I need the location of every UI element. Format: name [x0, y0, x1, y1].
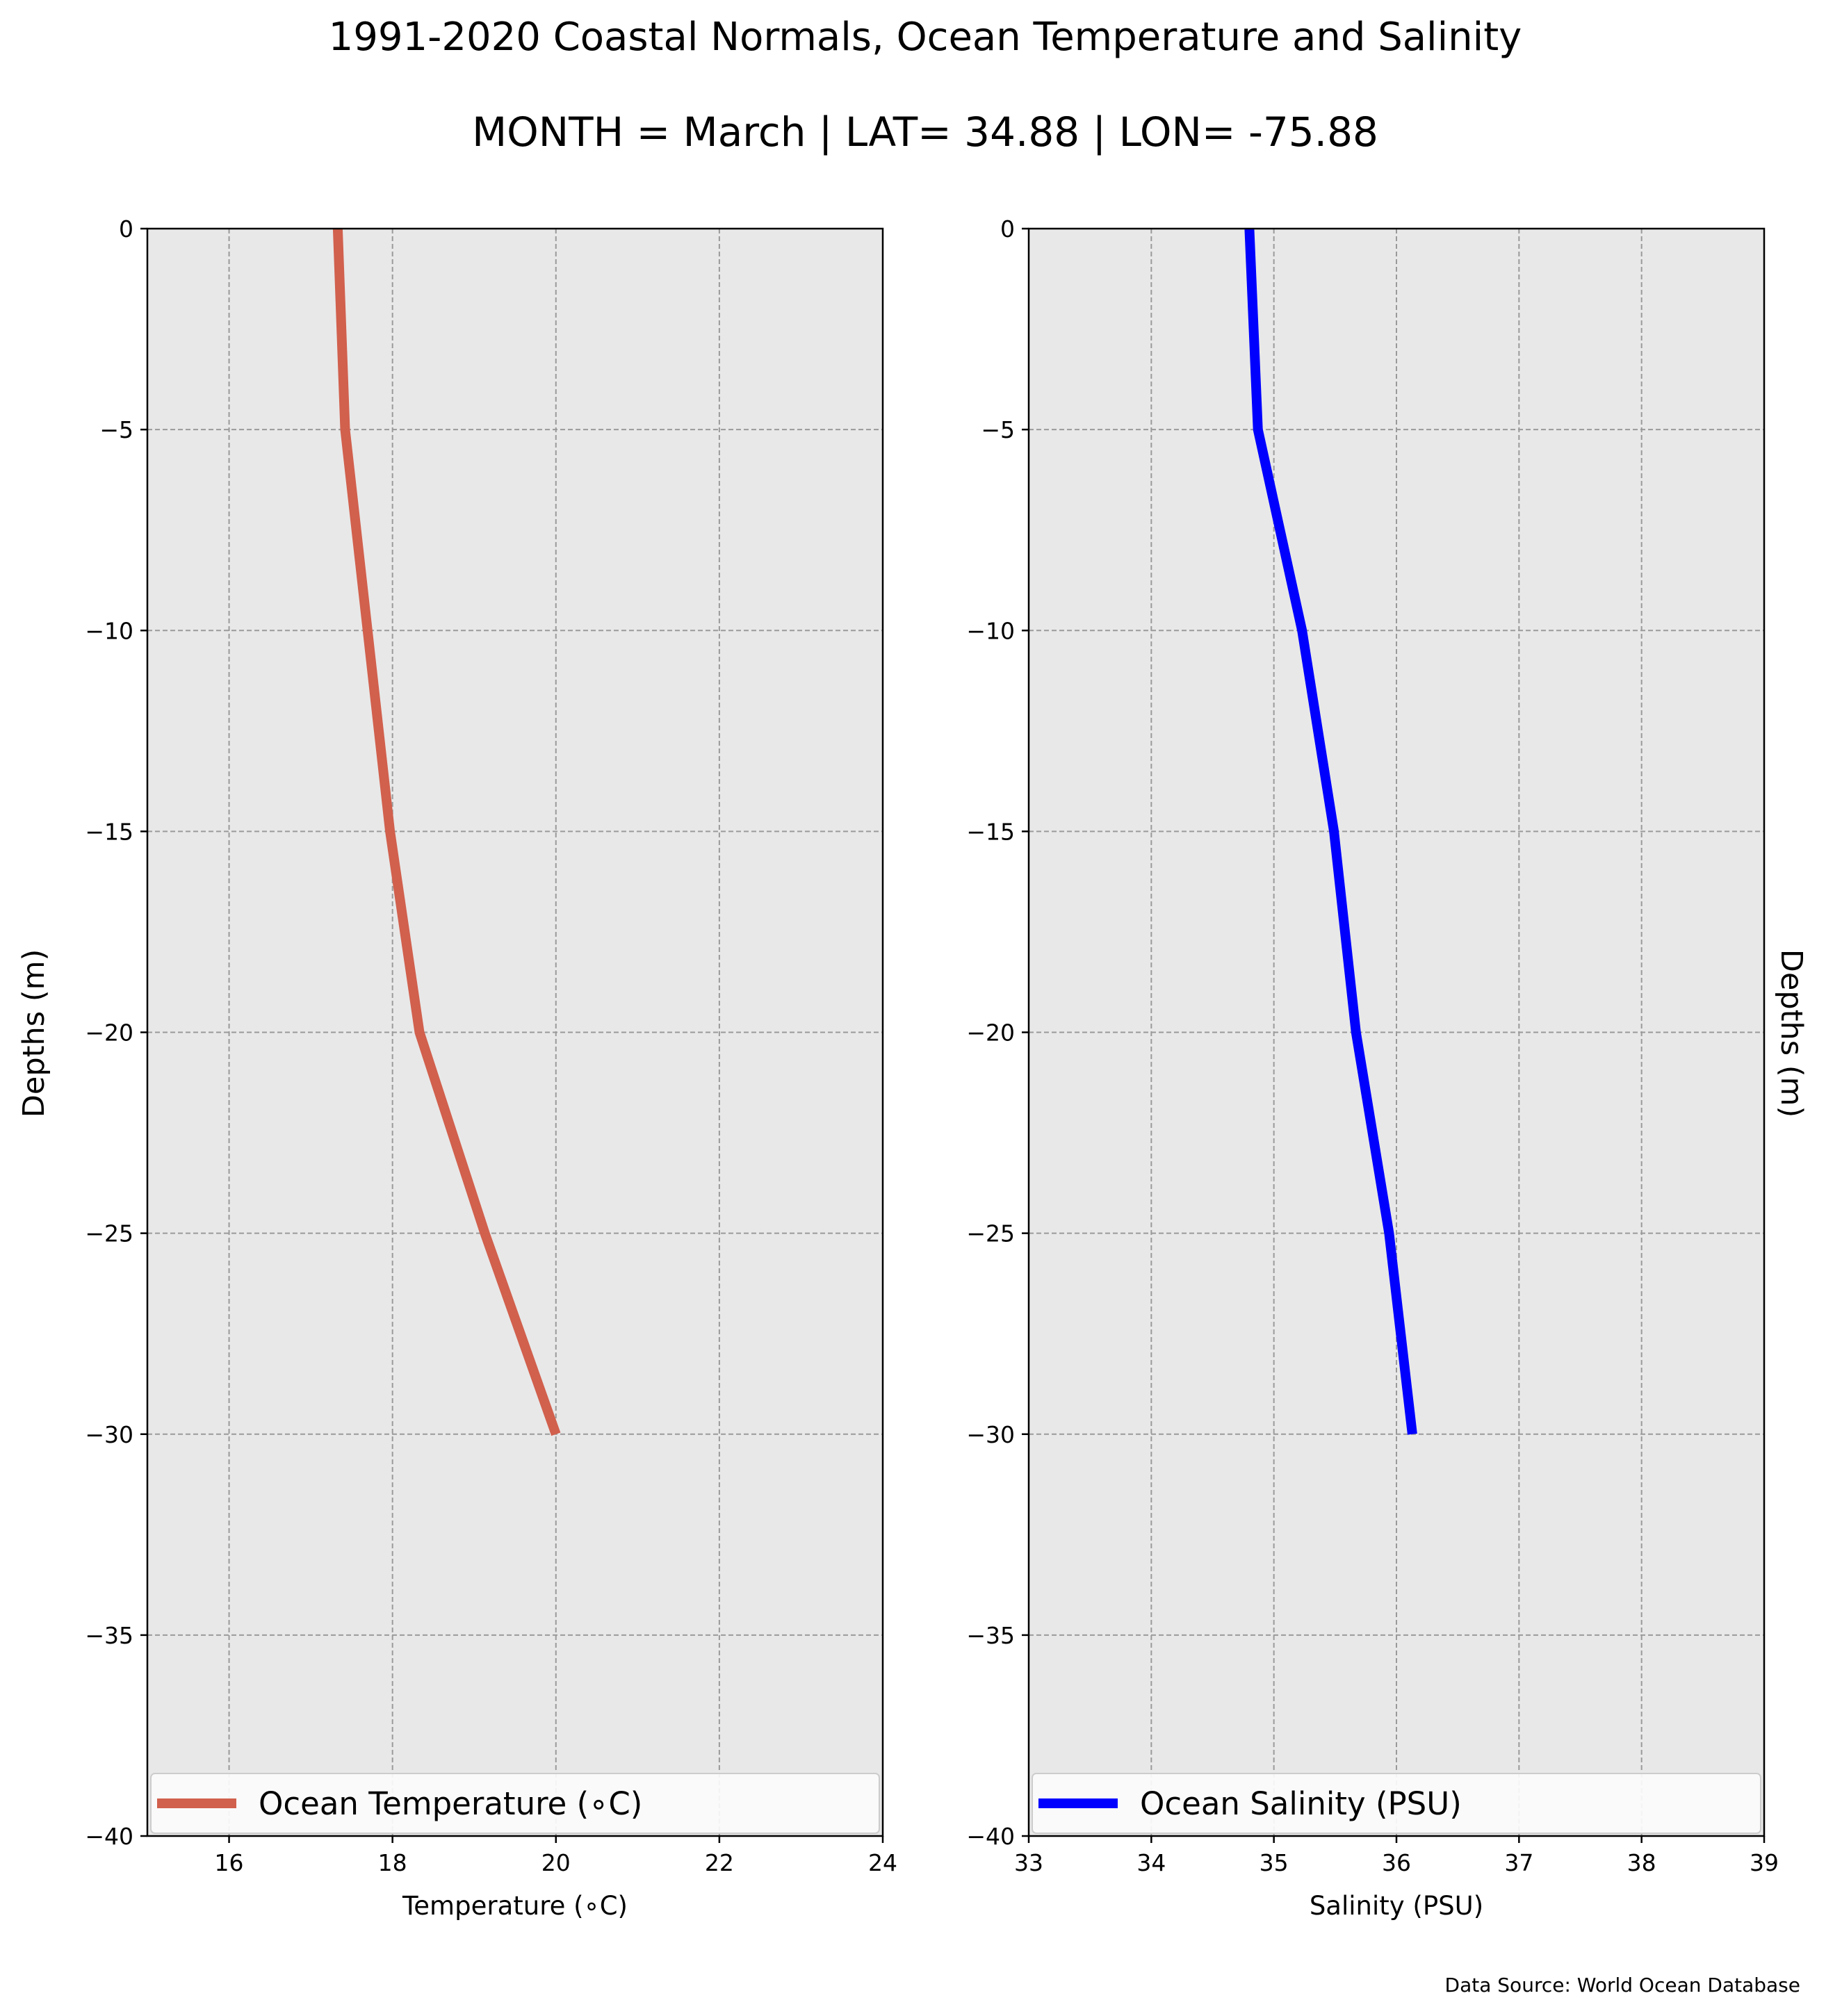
salinity-x-tick-label: 34: [1136, 1849, 1166, 1876]
temperature-x-tick-label: 24: [868, 1849, 897, 1876]
chart-title: 1991-2020 Coastal Normals, Ocean Tempera…: [329, 15, 1522, 60]
temperature-legend-label: Ocean Temperature (∘C): [259, 1785, 642, 1822]
salinity-x-tick-label: 33: [1014, 1849, 1043, 1876]
temperature-y-tick-label: 0: [119, 215, 133, 243]
temperature-x-tick-label: 18: [378, 1849, 407, 1876]
salinity-y-tick-label: −5: [981, 416, 1015, 443]
temperature-y-tick-label: −40: [85, 1823, 133, 1850]
salinity-x-tick-label: 35: [1260, 1849, 1289, 1876]
salinity-x-tick-label: 37: [1504, 1849, 1533, 1876]
temperature-series-line: [332, 228, 561, 1436]
temperature-x-tick-label: 20: [541, 1849, 571, 1876]
chart-subtitle: MONTH = March | LAT= 34.88 | LON= -75.88: [472, 108, 1378, 156]
salinity-y-tick-label: −15: [966, 818, 1015, 845]
salinity-legend-label: Ocean Salinity (PSU): [1140, 1785, 1462, 1822]
salinity-y-tick-label: −40: [966, 1823, 1015, 1850]
data-source-note: Data Source: World Ocean Database: [1445, 1974, 1800, 1997]
salinity-y-tick-label: −10: [966, 617, 1015, 644]
salinity-y-tick-label: −35: [966, 1622, 1015, 1649]
temperature-x-axis-label: Temperature (∘C): [402, 1891, 628, 1921]
salinity-y-tick-label: −30: [966, 1421, 1015, 1448]
temperature-y-tick-label: −15: [85, 818, 133, 845]
salinity-legend-box: [1032, 1773, 1761, 1834]
temperature-x-tick-label: 22: [705, 1849, 734, 1876]
salinity-y-tick-label: −25: [966, 1220, 1015, 1247]
salinity-x-tick-label: 39: [1750, 1849, 1779, 1876]
salinity-series-line: [1244, 228, 1417, 1435]
temperature-plot: Ocean Temperature (∘C) 16 18 20 22 24 0 −5 −10 −1…: [85, 215, 897, 1921]
temperature-legend-box: [150, 1773, 880, 1834]
salinity-x-tick-label: 36: [1382, 1849, 1411, 1876]
salinity-x-axis-label: Salinity (PSU): [1310, 1891, 1483, 1921]
temperature-y-tick-label: −25: [85, 1220, 133, 1247]
temperature-y-tick-label: −10: [85, 617, 133, 644]
salinity-y-tick-label: 0: [1000, 215, 1015, 243]
salinity-y-tick-label: −20: [966, 1019, 1015, 1047]
salinity-x-tick-label: 38: [1627, 1849, 1656, 1876]
temperature-x-tick-label: 16: [215, 1849, 244, 1876]
temperature-y-tick-label: −5: [99, 416, 133, 443]
temperature-y-tick-label: −35: [85, 1622, 133, 1649]
right-y-axis-label: Depths (m): [1774, 949, 1809, 1117]
temperature-y-tick-label: −30: [85, 1421, 133, 1448]
salinity-plot: Ocean Salinity (PSU) 33 34 35 36 37 38 39 0 −5 −10…: [966, 215, 1779, 1921]
temperature-y-tick-label: −20: [85, 1019, 133, 1047]
left-y-axis-label: Depths (m): [17, 949, 51, 1117]
